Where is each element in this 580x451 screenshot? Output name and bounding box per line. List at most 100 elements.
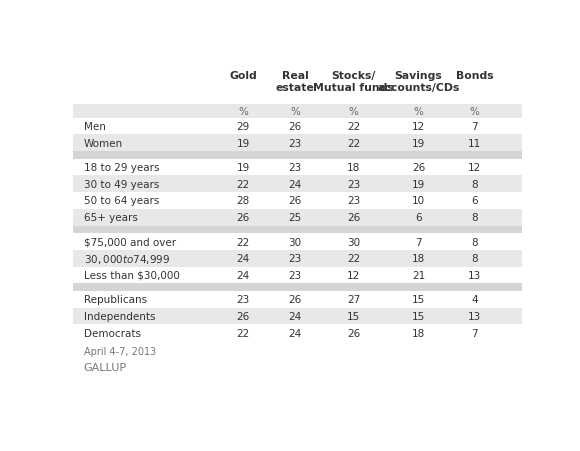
Bar [72,135,522,152]
Text: 22: 22 [237,328,250,338]
Text: Stocks/
Mutual funds: Stocks/ Mutual funds [313,71,394,93]
Text: 4: 4 [472,295,478,304]
Bar [72,308,522,325]
Text: 25: 25 [288,213,302,223]
Text: Bonds: Bonds [456,71,494,81]
Text: 7: 7 [415,237,422,247]
Text: 15: 15 [412,311,425,321]
Text: 29: 29 [237,122,250,132]
Text: 19: 19 [412,138,425,148]
Text: %: % [290,106,300,116]
Text: 18: 18 [412,253,425,264]
Text: %: % [238,106,248,116]
Text: 24: 24 [237,253,250,264]
Text: 7: 7 [472,122,478,132]
Bar [72,234,522,250]
Bar [72,68,522,105]
Text: Real
estate: Real estate [276,71,314,93]
Text: 22: 22 [347,138,360,148]
Text: 10: 10 [412,196,425,206]
Text: %: % [414,106,423,116]
Text: 26: 26 [288,295,302,304]
Text: 30 to 49 years: 30 to 49 years [84,179,159,189]
Text: 26: 26 [237,213,250,223]
Text: GALLUP: GALLUP [84,362,127,372]
Text: 24: 24 [288,311,302,321]
Text: 23: 23 [288,270,302,281]
Text: $30,000 to $74,999: $30,000 to $74,999 [84,252,170,265]
Text: 28: 28 [237,196,250,206]
Text: 24: 24 [288,179,302,189]
Text: 22: 22 [237,179,250,189]
Text: 23: 23 [347,196,360,206]
Text: 6: 6 [472,196,478,206]
Text: 22: 22 [237,237,250,247]
Text: 8: 8 [472,237,478,247]
Text: 23: 23 [288,253,302,264]
Text: 23: 23 [237,295,250,304]
Text: 19: 19 [237,138,250,148]
Text: 26: 26 [288,196,302,206]
Text: 6: 6 [415,213,422,223]
Text: 8: 8 [472,213,478,223]
Text: Independents: Independents [84,311,155,321]
Bar [72,325,522,341]
Text: 26: 26 [347,328,360,338]
Text: 8: 8 [472,253,478,264]
Text: 13: 13 [468,311,481,321]
Text: Democrats: Democrats [84,328,141,338]
Text: 18 to 29 years: 18 to 29 years [84,163,160,173]
Bar [72,152,522,159]
Text: Gold: Gold [230,71,257,81]
Text: 15: 15 [347,311,360,321]
Text: 65+ years: 65+ years [84,213,137,223]
Bar [72,284,522,291]
Text: 15: 15 [412,295,425,304]
Text: 24: 24 [288,328,302,338]
Text: 30: 30 [288,237,302,247]
Text: 19: 19 [412,179,425,189]
Text: April 4-7, 2013: April 4-7, 2013 [84,346,156,356]
Text: Women: Women [84,138,123,148]
Text: $75,000 and over: $75,000 and over [84,237,176,247]
Text: 50 to 64 years: 50 to 64 years [84,196,159,206]
Text: 12: 12 [468,163,481,173]
Text: 11: 11 [468,138,481,148]
Text: 21: 21 [412,270,425,281]
Text: 18: 18 [412,328,425,338]
Bar [72,176,522,193]
Text: 24: 24 [237,270,250,281]
Text: 30: 30 [347,237,360,247]
Bar [72,159,522,176]
Text: 8: 8 [472,179,478,189]
Text: 18: 18 [347,163,360,173]
Bar [72,226,522,234]
Text: 23: 23 [288,138,302,148]
Text: 12: 12 [347,270,360,281]
Text: Republicans: Republicans [84,295,147,304]
Bar [72,209,522,226]
Bar [72,193,522,209]
Bar [72,291,522,308]
Text: Less than $30,000: Less than $30,000 [84,270,180,281]
Text: 26: 26 [412,163,425,173]
Text: 12: 12 [412,122,425,132]
Text: 22: 22 [347,253,360,264]
Text: 22: 22 [347,122,360,132]
Text: 7: 7 [472,328,478,338]
Text: Savings
accounts/CDs: Savings accounts/CDs [378,71,460,93]
Text: 26: 26 [288,122,302,132]
Bar [72,105,522,118]
Bar [72,250,522,267]
Bar [72,267,522,284]
Text: 26: 26 [237,311,250,321]
Text: %: % [470,106,480,116]
Text: 13: 13 [468,270,481,281]
Bar [72,118,522,135]
Text: 19: 19 [237,163,250,173]
Text: 26: 26 [347,213,360,223]
Text: 23: 23 [288,163,302,173]
Text: 23: 23 [347,179,360,189]
Text: 27: 27 [347,295,360,304]
Text: %: % [349,106,358,116]
